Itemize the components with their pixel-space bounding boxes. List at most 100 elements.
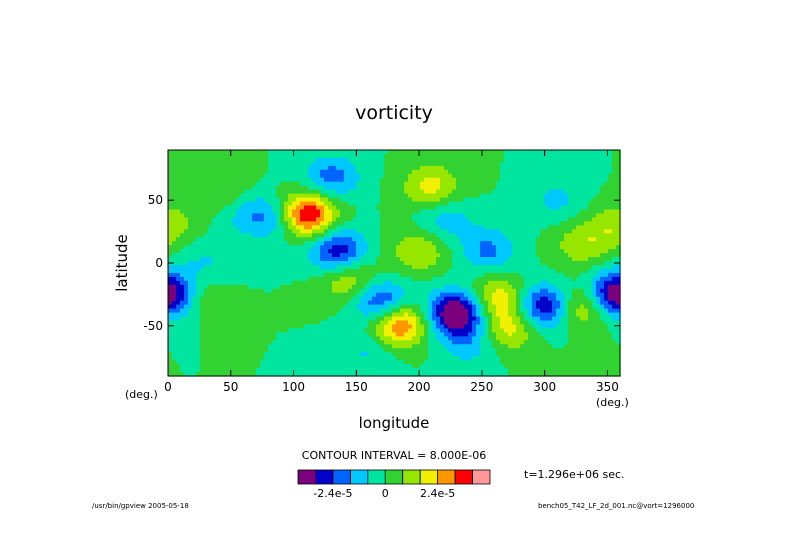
field-cell <box>280 181 285 187</box>
field-cell <box>468 209 473 215</box>
field-cell <box>512 284 517 290</box>
field-cell <box>588 233 593 238</box>
field-cell <box>264 173 269 179</box>
field-cell <box>532 233 537 238</box>
field-cell <box>376 320 381 326</box>
field-cell <box>488 205 493 211</box>
field-cell <box>376 249 381 254</box>
field-cell <box>444 161 449 167</box>
field-cell <box>464 296 469 302</box>
field-cell <box>264 205 269 211</box>
field-cell <box>212 193 217 199</box>
field-cell <box>312 284 317 290</box>
field-cell <box>300 229 305 234</box>
field-cell <box>568 304 573 310</box>
field-cell <box>512 197 517 203</box>
field-cell <box>200 173 205 179</box>
field-cell <box>344 272 349 278</box>
field-cell <box>352 296 357 302</box>
field-cell <box>616 264 621 270</box>
field-cell <box>504 304 509 310</box>
field-cell <box>240 272 245 278</box>
field-cell <box>204 225 209 230</box>
field-cell <box>520 173 525 179</box>
field-cell <box>364 161 369 167</box>
field-cell <box>444 296 449 302</box>
field-cell <box>196 157 201 163</box>
field-cell <box>588 189 593 195</box>
field-cell <box>572 268 577 274</box>
field-cell <box>340 249 345 254</box>
field-cell <box>564 308 569 314</box>
field-cell <box>612 229 617 234</box>
field-cell <box>440 173 445 179</box>
field-cell <box>252 280 257 286</box>
field-cell <box>504 201 509 207</box>
field-cell <box>476 205 481 211</box>
field-cell <box>404 221 409 226</box>
field-cell <box>292 284 297 290</box>
field-cell <box>268 312 273 318</box>
field-cell <box>500 150 505 155</box>
field-cell <box>232 308 237 314</box>
field-cell <box>600 205 605 211</box>
field-cell <box>500 213 505 218</box>
field-cell <box>384 257 389 262</box>
field-cell <box>464 292 469 298</box>
field-cell <box>448 304 453 310</box>
field-cell <box>180 193 185 199</box>
field-cell <box>556 280 561 286</box>
field-cell <box>520 217 525 222</box>
field-cell <box>288 205 293 211</box>
field-cell <box>604 304 609 310</box>
field-cell <box>436 177 441 183</box>
field-cell <box>200 276 205 282</box>
field-cell <box>556 288 561 294</box>
field-cell <box>416 201 421 207</box>
field-cell <box>616 185 621 191</box>
field-cell <box>224 197 229 203</box>
field-cell <box>608 249 613 254</box>
field-cell <box>484 280 489 286</box>
field-cell <box>340 284 345 290</box>
field-cell <box>480 320 485 326</box>
field-cell <box>516 284 521 290</box>
field-cell <box>488 300 493 306</box>
field-cell <box>436 276 441 282</box>
field-cell <box>456 253 461 258</box>
field-cell <box>544 157 549 163</box>
field-cell <box>356 193 361 199</box>
field-cell <box>416 264 421 270</box>
field-cell <box>612 312 617 318</box>
field-cell <box>428 181 433 187</box>
field-cell <box>316 245 321 250</box>
field-cell <box>328 169 333 175</box>
field-cell <box>580 268 585 274</box>
field-cell <box>256 272 261 278</box>
field-cell <box>176 320 181 326</box>
field-cell <box>232 280 237 286</box>
field-cell <box>336 320 341 326</box>
field-cell <box>592 284 597 290</box>
field-cell <box>448 320 453 326</box>
field-cell <box>264 201 269 207</box>
field-cell <box>320 272 325 278</box>
field-cell <box>236 245 241 250</box>
field-cell <box>400 161 405 167</box>
field-cell <box>420 161 425 167</box>
field-cell <box>292 197 297 203</box>
field-cell <box>576 217 581 222</box>
field-cell <box>316 292 321 298</box>
field-cell <box>524 209 529 215</box>
field-cell <box>516 217 521 222</box>
field-cell <box>320 197 325 203</box>
field-cell <box>428 233 433 238</box>
field-cell <box>404 245 409 250</box>
field-cell <box>528 181 533 187</box>
field-cell <box>512 300 517 306</box>
field-cell <box>492 308 497 314</box>
field-cell <box>408 249 413 254</box>
field-cell <box>576 320 581 326</box>
field-cell <box>460 177 465 183</box>
field-cell <box>348 209 353 215</box>
